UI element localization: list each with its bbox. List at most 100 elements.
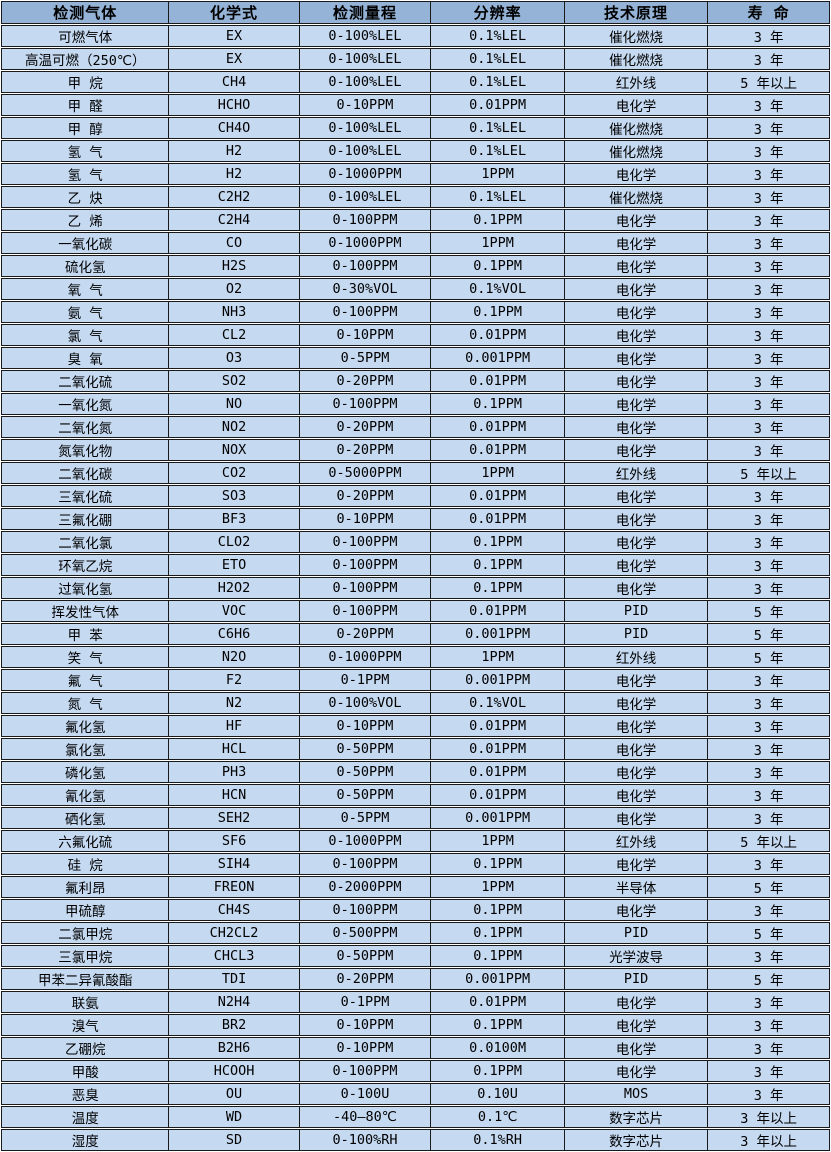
- table-row: 二氧化氯 CLO2 0-100PPM 0.1PPM 电化学 3 年: [1, 531, 830, 553]
- cell-lifespan: 3 年: [707, 416, 830, 438]
- cell-gas: 氢 气: [1, 140, 169, 162]
- cell-principle: 电化学: [563, 761, 708, 783]
- cell-principle: 电化学: [563, 324, 708, 346]
- cell-principle: 催化燃烧: [563, 48, 708, 70]
- cell-formula: TDI: [168, 968, 299, 990]
- cell-gas: 氮氧化物: [1, 439, 169, 461]
- cell-range: 0-100PPM: [298, 577, 431, 599]
- cell-formula: SO2: [168, 370, 299, 392]
- cell-gas: 乙硼烷: [1, 1037, 169, 1059]
- cell-range: 0-100PPM: [298, 301, 431, 323]
- cell-gas: 氮 气: [1, 692, 169, 714]
- cell-principle: 电化学: [563, 347, 708, 369]
- cell-principle: 电化学: [563, 393, 708, 415]
- cell-principle: 催化燃烧: [563, 140, 708, 162]
- cell-formula: H2: [168, 163, 299, 185]
- cell-resolution: 0.1PPM: [430, 922, 564, 944]
- cell-resolution: 0.1%LEL: [430, 25, 564, 47]
- table-row: 二氧化硫 SO2 0-20PPM 0.01PPM 电化学 3 年: [1, 370, 830, 392]
- cell-gas: 三氯甲烷: [1, 945, 169, 967]
- cell-resolution: 0.1%LEL: [430, 48, 564, 70]
- cell-gas: 笑 气: [1, 646, 169, 668]
- cell-formula: BR2: [168, 1014, 299, 1036]
- table-row: 硅 烷 SIH4 0-100PPM 0.1PPM 电化学 3 年: [1, 853, 830, 875]
- cell-principle: 光学波导: [563, 945, 708, 967]
- cell-range: 0-10PPM: [298, 94, 431, 116]
- cell-principle: 电化学: [563, 370, 708, 392]
- cell-lifespan: 3 年: [707, 669, 830, 691]
- cell-gas: 环氧乙烷: [1, 554, 169, 576]
- table-row: 磷化氢 PH3 0-50PPM 0.01PPM 电化学 3 年: [1, 761, 830, 783]
- column-header-range: 检测量程: [298, 1, 431, 24]
- table-row: 甲硫醇 CH4S 0-100PPM 0.1PPM 电化学 3 年: [1, 899, 830, 921]
- cell-resolution: 0.01PPM: [430, 600, 564, 622]
- cell-gas: 溴气: [1, 1014, 169, 1036]
- header-row: 检测气体 化学式 检测量程 分辨率 技术原理寿 命: [1, 1, 830, 24]
- table-row: 过氧化氢 H2O2 0-100PPM 0.1PPM 电化学 3 年: [1, 577, 830, 599]
- cell-gas: 二氧化氮: [1, 416, 169, 438]
- cell-principle: 电化学: [563, 416, 708, 438]
- cell-formula: C6H6: [168, 623, 299, 645]
- cell-principle: 电化学: [563, 278, 708, 300]
- cell-principle: 红外线: [563, 830, 708, 852]
- cell-principle: 电化学: [563, 991, 708, 1013]
- table-row: 三氯甲烷 CHCL3 0-50PPM 0.1PPM 光学波导 3 年: [1, 945, 830, 967]
- cell-lifespan: 3 年: [707, 485, 830, 507]
- cell-formula: CH4: [168, 71, 299, 93]
- cell-range: 0-1000PPM: [298, 163, 431, 185]
- cell-formula: B2H6: [168, 1037, 299, 1059]
- cell-resolution: 0.1%VOL: [430, 278, 564, 300]
- cell-resolution: 0.01PPM: [430, 370, 564, 392]
- cell-resolution: 0.01PPM: [430, 94, 564, 116]
- cell-formula: CLO2: [168, 531, 299, 553]
- cell-principle: 电化学: [563, 508, 708, 530]
- cell-range: 0-1PPM: [298, 991, 431, 1013]
- cell-lifespan: 3 年: [707, 48, 830, 70]
- cell-gas: 可燃气体: [1, 25, 169, 47]
- cell-range: 0-5000PPM: [298, 462, 431, 484]
- cell-formula: CL2: [168, 324, 299, 346]
- cell-principle: 催化燃烧: [563, 186, 708, 208]
- cell-principle: 电化学: [563, 439, 708, 461]
- cell-range: 0-100%LEL: [298, 186, 431, 208]
- cell-gas: 甲 醇: [1, 117, 169, 139]
- cell-range: 0-20PPM: [298, 416, 431, 438]
- cell-formula: OU: [168, 1083, 299, 1105]
- cell-range: 0-100PPM: [298, 531, 431, 553]
- cell-formula: NO2: [168, 416, 299, 438]
- cell-gas: 甲酸: [1, 1060, 169, 1082]
- cell-range: 0-100%LEL: [298, 48, 431, 70]
- cell-principle: 电化学: [563, 94, 708, 116]
- cell-formula: ETO: [168, 554, 299, 576]
- cell-range: 0-50PPM: [298, 784, 431, 806]
- table-row: 二氯甲烷 CH2CL2 0-500PPM 0.1PPM PID 5 年: [1, 922, 830, 944]
- cell-principle: 数字芯片: [563, 1129, 708, 1151]
- table-row: 笑 气 N2O 0-1000PPM 1PPM 红外线 5 年: [1, 646, 830, 668]
- cell-range: 0-20PPM: [298, 485, 431, 507]
- cell-principle: 电化学: [563, 301, 708, 323]
- cell-range: 0-100PPM: [298, 853, 431, 875]
- cell-resolution: 0.1PPM: [430, 393, 564, 415]
- cell-resolution: 0.01PPM: [430, 784, 564, 806]
- cell-gas: 挥发性气体: [1, 600, 169, 622]
- cell-lifespan: 3 年以上: [707, 1106, 830, 1128]
- cell-formula: HCOOH: [168, 1060, 299, 1082]
- cell-principle: 红外线: [563, 462, 708, 484]
- cell-lifespan: 3 年: [707, 577, 830, 599]
- cell-gas: 硒化氢: [1, 807, 169, 829]
- table-row: 湿度 SD 0-100%RH 0.1%RH 数字芯片 3 年以上: [1, 1129, 830, 1151]
- cell-range: 0-50PPM: [298, 761, 431, 783]
- table-row: 硒化氢 SEH2 0-5PPM 0.001PPM 电化学 3 年: [1, 807, 830, 829]
- cell-formula: HF: [168, 715, 299, 737]
- cell-gas: 氧 气: [1, 278, 169, 300]
- cell-principle: 电化学: [563, 554, 708, 576]
- cell-principle: 电化学: [563, 485, 708, 507]
- cell-gas: 一氧化氮: [1, 393, 169, 415]
- cell-formula: F2: [168, 669, 299, 691]
- cell-principle: 红外线: [563, 646, 708, 668]
- cell-lifespan: 3 年以上: [707, 1129, 830, 1151]
- cell-resolution: 1PPM: [430, 163, 564, 185]
- cell-range: 0-10PPM: [298, 324, 431, 346]
- table-row: 二氧化氮 NO2 0-20PPM 0.01PPM 电化学 3 年: [1, 416, 830, 438]
